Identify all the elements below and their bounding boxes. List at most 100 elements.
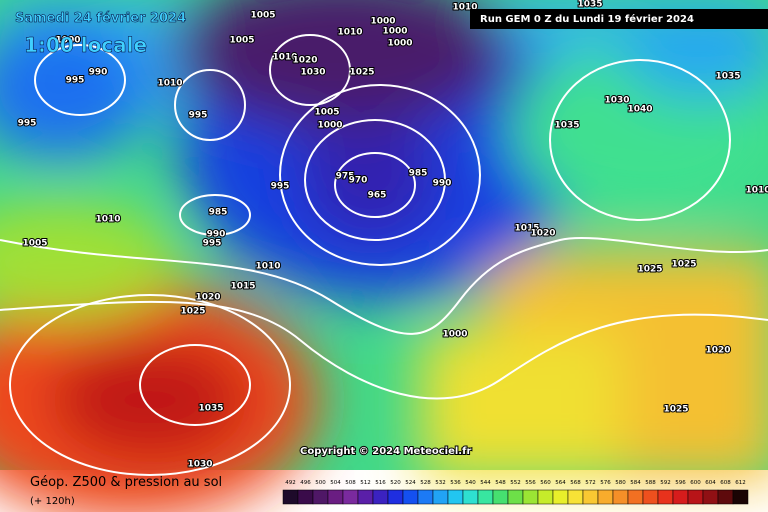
- isobar-label: 1035: [554, 121, 579, 131]
- footer-lead: (+ 120h): [30, 496, 75, 507]
- isobar-label: 1025: [663, 405, 688, 415]
- legend-swatch: [627, 489, 644, 505]
- copyright: Copyright © 2024 Meteociel.fr: [300, 446, 471, 457]
- isobar-label: 1010: [157, 79, 182, 89]
- legend-label: 532: [435, 480, 446, 486]
- isobar-label: 995: [18, 119, 37, 129]
- legend-label: 612: [735, 480, 746, 486]
- isobar-label: 1035: [577, 0, 602, 10]
- isobar-label: 995: [271, 182, 290, 192]
- legend-label: 564: [555, 480, 566, 486]
- legend-swatch: [387, 489, 404, 505]
- isobar-label: 1005: [22, 239, 47, 249]
- isobar-label: 1035: [715, 72, 740, 82]
- legend-label: 608: [720, 480, 731, 486]
- legend-swatch: [717, 489, 734, 505]
- legend-swatch: [432, 489, 449, 505]
- isobar-label: 1040: [627, 105, 652, 115]
- legend-label: 568: [570, 480, 581, 486]
- legend-swatch: [507, 489, 524, 505]
- legend-swatch: [372, 489, 389, 505]
- legend-swatch: [732, 489, 749, 505]
- legend-label: 580: [615, 480, 626, 486]
- legend-label: 524: [405, 480, 416, 486]
- legend-label: 540: [465, 480, 476, 486]
- legend-swatch: [447, 489, 464, 505]
- legend-swatch: [357, 489, 374, 505]
- legend-swatch: [417, 489, 434, 505]
- isobar-label: 995: [66, 76, 85, 86]
- legend-label: 496: [300, 480, 311, 486]
- legend-label: 508: [345, 480, 356, 486]
- isobar-label: 985: [409, 169, 428, 179]
- legend-label: 560: [540, 480, 551, 486]
- legend-label: 588: [645, 480, 656, 486]
- isobar-label: 985: [209, 208, 228, 218]
- run: Run GEM 0 Z du Lundi 19 février 2024: [480, 13, 694, 25]
- isobar-label: 1005: [229, 36, 254, 46]
- legend-swatch: [327, 489, 344, 505]
- isobar-label: 1020: [292, 56, 317, 66]
- legend-swatch: [297, 489, 314, 505]
- isobar-label: 1025: [349, 68, 374, 78]
- legend-label: 572: [585, 480, 596, 486]
- legend-label: 520: [390, 480, 401, 486]
- isobar-label: 1000: [317, 121, 342, 131]
- isobar-label: 1020: [705, 346, 730, 356]
- isobar-label: 1005: [314, 108, 339, 118]
- legend-label: 504: [330, 480, 341, 486]
- isobar-label: 1030: [187, 460, 212, 470]
- isobar-label: 990: [89, 68, 108, 78]
- legend-swatch: [522, 489, 539, 505]
- legend-label: 584: [630, 480, 641, 486]
- isobar-label: 995: [189, 111, 208, 121]
- isobar-label: 1000: [387, 39, 412, 49]
- legend-label: 600: [690, 480, 701, 486]
- legend-swatch: [567, 489, 584, 505]
- legend-swatch: [537, 489, 554, 505]
- isobar-label: 1025: [671, 260, 696, 270]
- isobar-label: 1025: [180, 307, 205, 317]
- legend-label: 596: [675, 480, 686, 486]
- isobar-label: 1015: [514, 224, 539, 234]
- isobar-label: 975: [336, 172, 355, 182]
- isobar-label: 1000: [442, 330, 467, 340]
- legend-label: 516: [375, 480, 386, 486]
- legend-swatch: [582, 489, 599, 505]
- legend-swatch: [687, 489, 704, 505]
- date: Samedi 24 février 2024: [15, 11, 186, 26]
- isobar-label: 1010: [272, 53, 297, 63]
- legend-swatch: [597, 489, 614, 505]
- isobar-label: 1000: [55, 36, 80, 46]
- legend: 492 496 500 504 508 512 516 520 524 528 532 536 540 5…: [282, 480, 749, 505]
- isobar-label: 1005: [250, 11, 275, 21]
- legend-label: 556: [525, 480, 536, 486]
- run-box: [470, 9, 768, 29]
- legend-swatch: [657, 489, 674, 505]
- legend-label: 592: [660, 480, 671, 486]
- legend-label: 492: [285, 480, 296, 486]
- isobar-label: 970: [349, 176, 368, 186]
- isobar-label: 1020: [195, 293, 220, 303]
- legend-swatch: [612, 489, 629, 505]
- legend-label: 500: [315, 480, 326, 486]
- legend-swatch: [552, 489, 569, 505]
- legend-label: 512: [360, 480, 371, 486]
- legend-swatch: [282, 489, 299, 505]
- isobar-label: 1015: [230, 282, 255, 292]
- isobar-label: 1025: [637, 265, 662, 275]
- footer-title: Géop. Z500 & pression au sol: [30, 475, 222, 490]
- isobar-label: 1030: [300, 68, 325, 78]
- legend-swatch: [342, 489, 359, 505]
- isobar-label: 965: [368, 191, 387, 201]
- time: 1:00 locale: [24, 33, 147, 57]
- legend-swatch: [402, 489, 419, 505]
- isobar-label: 990: [433, 179, 452, 189]
- legend-label: 544: [480, 480, 491, 486]
- legend-swatch: [702, 489, 719, 505]
- isobar-label: 990: [207, 230, 226, 240]
- legend-swatch: [672, 489, 689, 505]
- isobar-label: 1010: [745, 186, 768, 196]
- legend-label: 604: [705, 480, 716, 486]
- legend-swatch: [312, 489, 329, 505]
